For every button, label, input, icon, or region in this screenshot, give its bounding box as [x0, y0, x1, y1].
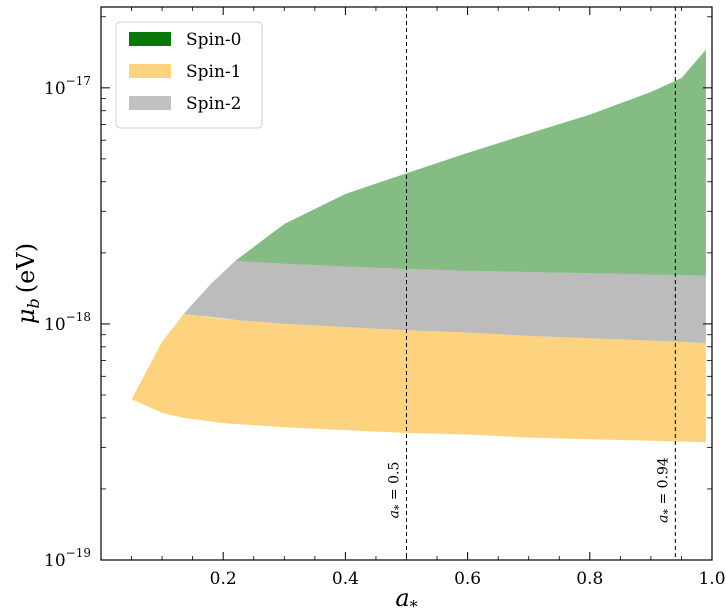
area-spin-2 — [183, 260, 706, 343]
y-axis-ticks: 10−19 10−18 10−17 — [44, 16, 712, 571]
x-axis-title: a* — [395, 584, 417, 615]
reference-lines: a* = 0.5 a* = 0.94 — [387, 7, 676, 560]
area-spin-1 — [131, 314, 706, 443]
legend-swatch-spin-2 — [129, 96, 171, 110]
vline-label-0: a* = 0.5 — [387, 462, 406, 519]
x-tick-label: 0.8 — [576, 569, 603, 589]
legend-swatch-spin-1 — [129, 64, 171, 78]
chart-areas — [131, 49, 706, 443]
legend: Spin-0 Spin-1 Spin-2 — [115, 21, 263, 129]
legend-label-spin-2: Spin-2 — [186, 94, 241, 114]
y-tick-label: 10−19 — [44, 546, 91, 571]
legend-swatch-spin-0 — [129, 32, 171, 46]
vline-label-1: a* = 0.94 — [655, 457, 674, 523]
x-tick-label: 1.0 — [698, 569, 725, 589]
area-spin-0 — [235, 49, 706, 276]
x-tick-label: 0.6 — [454, 569, 481, 589]
y-axis-title: μb(eV) — [12, 243, 43, 324]
legend-label-spin-0: Spin-0 — [186, 30, 241, 50]
y-tick-label: 10−18 — [44, 310, 91, 335]
x-tick-label: 0.2 — [210, 569, 237, 589]
y-tick-label: 10−17 — [44, 74, 91, 99]
x-tick-label: 0.4 — [332, 569, 359, 589]
x-axis-ticks: 0.2 0.4 0.6 0.8 1.0 — [131, 7, 726, 589]
legend-label-spin-1: Spin-1 — [186, 62, 241, 82]
